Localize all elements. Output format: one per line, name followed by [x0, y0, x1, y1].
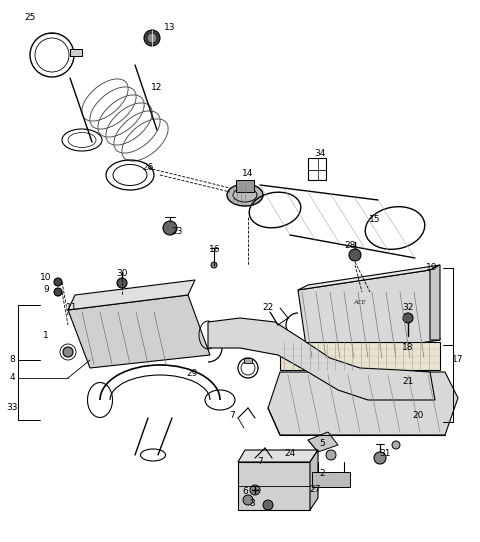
- Text: 12: 12: [151, 83, 163, 93]
- Text: 2: 2: [319, 468, 325, 478]
- Text: 18: 18: [402, 344, 414, 352]
- Bar: [278, 450, 300, 460]
- Text: 7: 7: [257, 457, 263, 467]
- Circle shape: [392, 441, 400, 449]
- Circle shape: [250, 485, 260, 495]
- Text: 8: 8: [9, 356, 15, 365]
- Circle shape: [326, 450, 336, 460]
- Bar: [70, 49, 82, 56]
- Text: 9: 9: [43, 286, 49, 294]
- Text: 32: 32: [402, 304, 414, 313]
- Text: 27: 27: [309, 486, 321, 494]
- Circle shape: [54, 288, 62, 296]
- Text: 16: 16: [209, 246, 221, 255]
- Text: 19: 19: [426, 263, 438, 273]
- Polygon shape: [298, 270, 440, 360]
- Text: 22: 22: [263, 304, 274, 313]
- Text: 23: 23: [171, 228, 183, 236]
- Circle shape: [54, 278, 62, 286]
- Ellipse shape: [227, 184, 263, 206]
- Text: 25: 25: [24, 14, 36, 23]
- Text: 4: 4: [9, 373, 15, 383]
- Bar: [236, 180, 254, 192]
- Polygon shape: [308, 432, 338, 452]
- Circle shape: [147, 33, 157, 43]
- Circle shape: [243, 495, 253, 505]
- Circle shape: [410, 377, 420, 387]
- Polygon shape: [298, 265, 440, 290]
- Text: ACE: ACE: [354, 300, 366, 305]
- Polygon shape: [208, 318, 435, 400]
- Text: 33: 33: [6, 403, 18, 412]
- Text: 20: 20: [412, 410, 424, 420]
- Text: 29: 29: [186, 369, 198, 377]
- Text: 21: 21: [402, 377, 414, 386]
- Text: 14: 14: [242, 169, 254, 177]
- Circle shape: [163, 221, 177, 235]
- Polygon shape: [310, 450, 318, 510]
- Text: 26: 26: [142, 164, 154, 172]
- Circle shape: [263, 500, 273, 510]
- Text: 34: 34: [314, 149, 326, 158]
- Text: 10: 10: [40, 274, 52, 282]
- Polygon shape: [268, 372, 458, 435]
- Circle shape: [63, 347, 73, 357]
- Circle shape: [117, 278, 127, 288]
- Text: 30: 30: [116, 269, 128, 279]
- Text: 1: 1: [43, 331, 49, 339]
- Text: 28: 28: [344, 242, 356, 250]
- Text: 7: 7: [229, 411, 235, 421]
- Circle shape: [374, 452, 386, 464]
- Polygon shape: [238, 450, 318, 462]
- Text: 31: 31: [379, 448, 391, 457]
- Text: 11: 11: [66, 304, 78, 313]
- Bar: [312, 472, 350, 487]
- Text: 17: 17: [452, 356, 464, 365]
- Polygon shape: [68, 295, 210, 368]
- Text: 5: 5: [319, 438, 325, 448]
- Circle shape: [403, 313, 413, 323]
- Polygon shape: [68, 280, 195, 310]
- Text: 24: 24: [284, 448, 296, 457]
- Circle shape: [349, 249, 361, 261]
- Text: 13: 13: [164, 23, 176, 33]
- Bar: [308, 158, 326, 180]
- Polygon shape: [430, 265, 440, 340]
- Circle shape: [211, 262, 217, 268]
- Circle shape: [423, 413, 433, 423]
- Polygon shape: [238, 462, 310, 510]
- Text: 15: 15: [369, 216, 381, 224]
- Circle shape: [144, 30, 160, 46]
- Bar: [244, 358, 252, 363]
- Text: 3: 3: [249, 500, 255, 508]
- Text: 6: 6: [242, 487, 248, 496]
- Bar: [280, 342, 440, 370]
